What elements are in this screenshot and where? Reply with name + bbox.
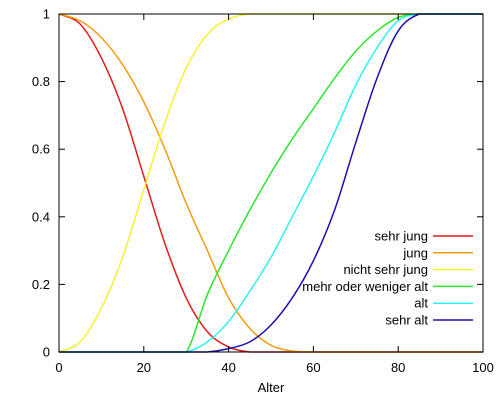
legend-label-4: mehr oder weniger alt [302,279,428,294]
y-tick-label: 0.2 [32,277,50,292]
x-tick-label: 20 [137,360,151,375]
y-tick-label: 1 [43,7,50,22]
y-tick-label: 0 [43,345,50,360]
legend-label-6: sehr alt [385,313,428,328]
x-tick-label: 80 [391,360,405,375]
y-tick-label: 0.4 [32,209,50,224]
x-tick-label: 100 [472,360,494,375]
x-tick-label: 60 [306,360,320,375]
y-tick-label: 0.6 [32,142,50,157]
ticks-layer: 0 20 40 60 80 100 0 0.2 0.4 0.6 0.8 1 [32,7,494,376]
x-tick-label: 0 [55,360,62,375]
plot-frame [58,13,484,353]
x-tick-label: 40 [221,360,235,375]
y-tick-label: 0.8 [32,74,50,89]
legend-label-2: jung [402,245,428,260]
legend-label-1: sehr jung [375,229,428,244]
legend-label-5: alt [414,296,428,311]
legend-label-3: nicht sehr jung [343,262,428,277]
x-axis-title: Alter [258,380,285,395]
